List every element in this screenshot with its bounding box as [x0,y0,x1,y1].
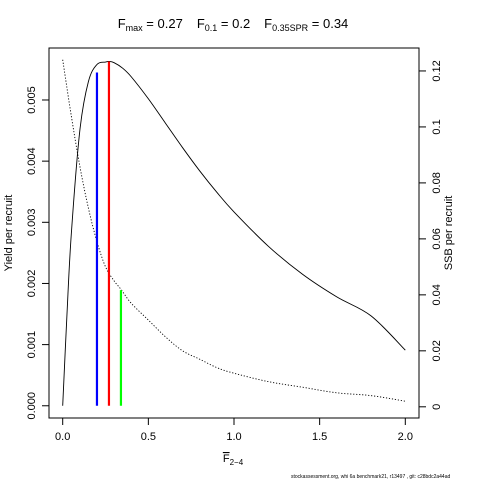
x-axis-label-sub: 2−4 [230,458,244,467]
x-axis-label-main: F [223,453,230,465]
y-axis-left: 0.000 0.001 0.002 0.003 0.004 0.005 [26,86,49,420]
y-left-tick-label: 0.003 [26,209,38,237]
y-left-tick-label: 0.001 [26,331,38,359]
x-axis: 0.0 0.5 1.0 1.5 2.0 [55,418,413,443]
y-left-tick-label: 0.005 [26,86,38,114]
y-axis-left-label: Yield per recruit [3,195,15,272]
y-axis-right: 0 0.02 0.04 0.06 0.08 0.1 0.12 [419,60,443,410]
x-tick-label: 0.0 [55,431,70,443]
ssb-per-recruit-line [62,59,406,402]
y-left-tick-label: 0.002 [26,270,38,298]
y-left-tick-label: 0.004 [26,147,38,175]
y-right-tick-label: 0.04 [431,284,443,305]
y-right-tick-label: 0 [431,404,443,410]
y-right-tick-label: 0.08 [431,172,443,193]
y-right-tick-label: 0.12 [431,60,443,81]
y-axis-right-label: SSB per recruit [443,196,455,271]
title-fmax-symbol: F [118,16,126,31]
y-left-tick-label: 0.000 [26,392,38,420]
yield-per-recruit-line [62,60,406,406]
y-right-tick-label: 0.06 [431,228,443,249]
title-f01-symbol: F [197,16,205,31]
plot-frame [48,47,420,419]
title-fspr-value: = 0.34 [308,16,348,31]
series-layer [62,59,406,406]
y-right-tick-label: 0.02 [431,340,443,361]
chart-title: Fmax = 0.27 F0.1 = 0.2 F0.35SPR = 0.34 [118,16,349,33]
x-tick-label: 2.0 [398,431,413,443]
x-tick-label: 0.5 [141,431,156,443]
x-tick-label: 1.0 [226,431,241,443]
title-f01-sub: 0.1 [205,23,218,33]
footer-note: stockassessment.org, whi 6a benchmark21,… [291,474,451,480]
x-tick-label: 1.5 [312,431,327,443]
y-right-tick-label: 0.1 [431,119,443,134]
reference-lines [95,61,123,406]
title-fmax-sub: max [126,23,144,33]
title-fspr-symbol: F [264,16,272,31]
title-f01-value: = 0.2 [217,16,250,31]
title-fspr-sub: 0.35SPR [272,23,309,33]
x-axis-label: F2−4 [223,453,244,467]
title-fmax-value: = 0.27 [143,16,183,31]
